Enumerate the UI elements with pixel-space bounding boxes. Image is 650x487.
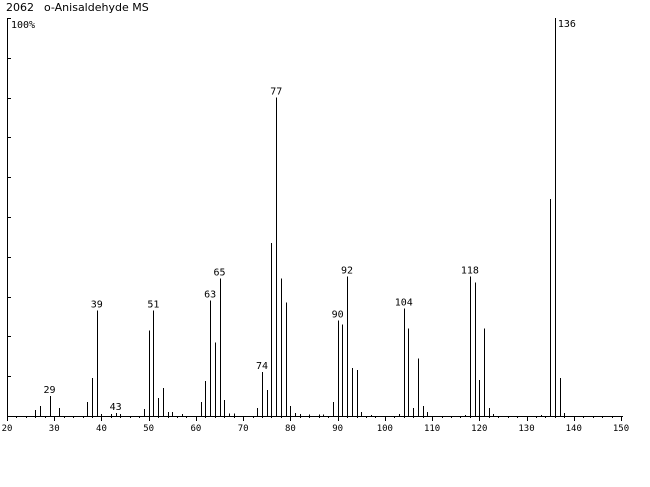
x-tick-label: 140 bbox=[566, 424, 582, 434]
x-tick-label: 50 bbox=[143, 424, 154, 434]
peak-label-29: 29 bbox=[43, 385, 55, 396]
x-tick-label: 100 bbox=[377, 424, 393, 434]
x-tick-label: 70 bbox=[238, 424, 249, 434]
peak-label-136: 136 bbox=[558, 19, 576, 30]
peak-label-65: 65 bbox=[214, 268, 226, 279]
peak-label-39: 39 bbox=[91, 300, 103, 311]
x-tick-label: 20 bbox=[2, 424, 13, 434]
peak-labels: 29 39 43 51 63 65 74 77 90 92 104 118 136 bbox=[43, 19, 575, 413]
x-tick-label: 110 bbox=[424, 424, 440, 434]
peaks bbox=[35, 18, 565, 416]
peak-label-118: 118 bbox=[461, 266, 479, 277]
peak-label-63: 63 bbox=[204, 290, 216, 301]
peak-label-92: 92 bbox=[341, 266, 353, 277]
peak-label-74: 74 bbox=[256, 361, 268, 372]
x-tick-label: 60 bbox=[191, 424, 202, 434]
x-tick-label: 120 bbox=[471, 424, 487, 434]
compound-id: 2062 bbox=[6, 1, 34, 14]
x-tick-label: 80 bbox=[285, 424, 296, 434]
x-tick-label: 40 bbox=[96, 424, 107, 434]
chart-header: 2062 o-Anisaldehyde MS bbox=[6, 1, 149, 14]
x-tick-label: 90 bbox=[332, 424, 343, 434]
peak-label-90: 90 bbox=[332, 309, 344, 320]
peak-label-43: 43 bbox=[110, 402, 122, 413]
y-max-label: 100% bbox=[11, 20, 35, 31]
peak-label-77: 77 bbox=[270, 87, 282, 98]
x-tick-label: 30 bbox=[49, 424, 60, 434]
x-tick-label: 130 bbox=[518, 424, 534, 434]
peak-label-104: 104 bbox=[395, 298, 413, 309]
x-tick-label: 150 bbox=[613, 424, 629, 434]
chart-title: o-Anisaldehyde MS bbox=[44, 1, 149, 14]
x-ticks: 20 30 40 50 60 70 80 90 100 110 120 130 140 150 bbox=[2, 416, 629, 434]
peak-label-51: 51 bbox=[147, 300, 159, 311]
y-ticks bbox=[7, 18, 11, 377]
